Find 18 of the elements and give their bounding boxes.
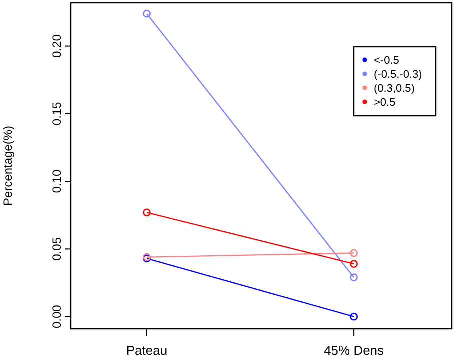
point: [350, 260, 358, 268]
point: [143, 208, 151, 217]
y-tick-label: 0.10: [50, 170, 64, 194]
point: [350, 274, 358, 282]
y-tick-label: 0.20: [50, 34, 64, 58]
y-tick-label: 0.05: [50, 237, 64, 261]
point: [350, 312, 358, 321]
point: [143, 10, 151, 18]
y-tick-label: 0.00: [50, 304, 64, 329]
x-tick-label: Pateau: [126, 343, 168, 358]
point: [350, 249, 358, 258]
y-tick-label: 0.15: [50, 102, 64, 126]
y-axis-title: Percentage(%): [1, 126, 15, 206]
legend-label: (0.3,0.5): [374, 83, 415, 95]
legend-label: <-0.5: [374, 55, 400, 67]
x-tick-label: 45% Dens: [324, 343, 385, 358]
legend-label: >0.5: [374, 97, 396, 109]
legend-label: (-0.5,-0.3): [374, 69, 422, 81]
